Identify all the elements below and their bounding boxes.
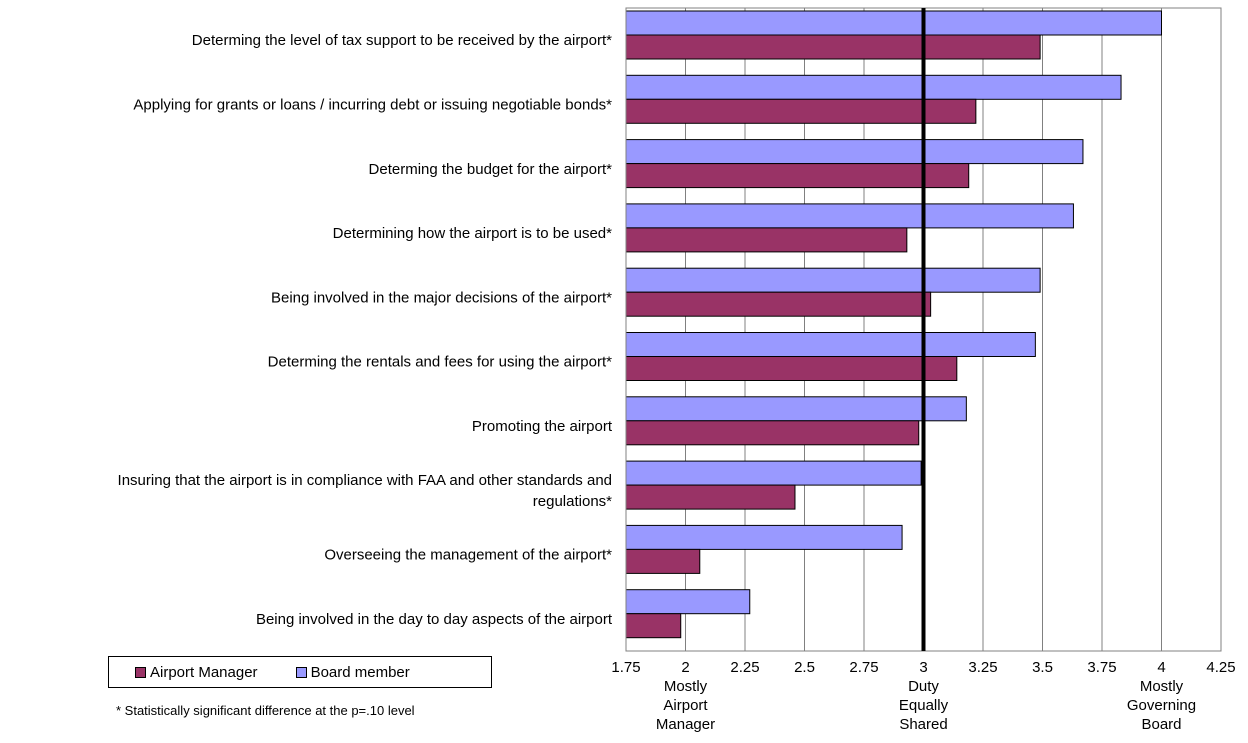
category-label-4: Being involved in the major decisions of… (271, 289, 612, 306)
bar-airport-manager-6 (625, 420, 920, 446)
x-tick-label-6: 3.25 (968, 659, 997, 676)
legend-label-airport-manager: Airport Manager (150, 663, 258, 681)
bar-board-member-7 (625, 460, 922, 486)
x-tick-label-1: 2 (681, 659, 689, 676)
bar-airport-manager-7 (625, 484, 796, 510)
bar-airport-manager-3 (625, 227, 908, 253)
x-tick-label-9: 4 (1157, 659, 1165, 676)
legend-swatch-airport-manager (135, 666, 146, 678)
legend-label-board-member: Board member (310, 663, 410, 681)
legend: Airport Manager Board member (108, 656, 492, 688)
x-tick-label-0: 1.75 (611, 659, 640, 676)
category-label-5: Determing the rentals and fees for using… (268, 354, 613, 371)
footnote: * Statistically significant difference a… (116, 703, 415, 718)
bar-airport-manager-1 (625, 98, 977, 124)
bar-airport-manager-0 (625, 34, 1041, 60)
category-labels: Determing the level of tax support to be… (118, 32, 613, 628)
category-label-2: Determing the budget for the airport* (369, 161, 613, 178)
x-tick-label-3: 2.5 (794, 659, 815, 676)
x-tick-label-10: 4.25 (1206, 659, 1235, 676)
scale-anchor-label-1: Duty Equally Shared (899, 678, 949, 733)
legend-item-board-member: Board member (295, 663, 410, 681)
bar-board-member-8 (625, 524, 903, 550)
bar-board-member-3 (625, 203, 1074, 229)
x-tick-label-4: 2.75 (849, 659, 878, 676)
legend-swatch-board-member (295, 666, 307, 678)
bar-airport-manager-2 (625, 163, 970, 189)
x-tick-label-5: 3 (919, 659, 927, 676)
bar-board-member-1 (625, 74, 1122, 100)
bar-board-member-9 (625, 589, 751, 615)
x-tick-label-2: 2.25 (730, 659, 759, 676)
bar-airport-manager-5 (625, 356, 958, 381)
category-label-1: Applying for grants or loans / incurring… (133, 96, 612, 113)
bar-airport-manager-8 (625, 548, 701, 574)
scale-anchor-labels: Mostly Airport Manager Duty Equally Shared Mos… (656, 678, 1196, 733)
bar-airport-manager-9 (625, 613, 682, 639)
category-label-9: Being involved in the day to day aspects… (256, 611, 613, 628)
x-tick-label-8: 3.75 (1087, 659, 1116, 676)
legend-item-airport-manager: Airport Manager (135, 664, 258, 681)
bar-board-member-0 (625, 10, 1162, 36)
category-label-6: Promoting the airport (472, 418, 613, 435)
scale-anchor-label-2: Mostly Governing Board (1127, 678, 1196, 733)
bar-board-member-5 (625, 332, 1036, 357)
category-label-7: Insuring that the airport is in complian… (118, 472, 613, 510)
bar-airport-manager-4 (625, 291, 932, 317)
bar-board-member-6 (625, 396, 967, 422)
bar-board-member-4 (625, 267, 1041, 293)
x-tick-label-7: 3.5 (1032, 659, 1053, 676)
category-label-3: Determining how the airport is to be use… (333, 225, 612, 242)
bar-board-member-2 (625, 139, 1084, 165)
bars (625, 10, 1162, 639)
x-tick-labels: 1.75 2 2.25 2.5 2.75 3 3.25 3.5 3.75 4 4.25 (611, 659, 1235, 676)
scale-anchor-label-0: Mostly Airport Manager (656, 678, 715, 733)
category-label-0: Determing the level of tax support to be… (192, 32, 612, 49)
category-label-8: Overseeing the management of the airport… (324, 547, 612, 564)
